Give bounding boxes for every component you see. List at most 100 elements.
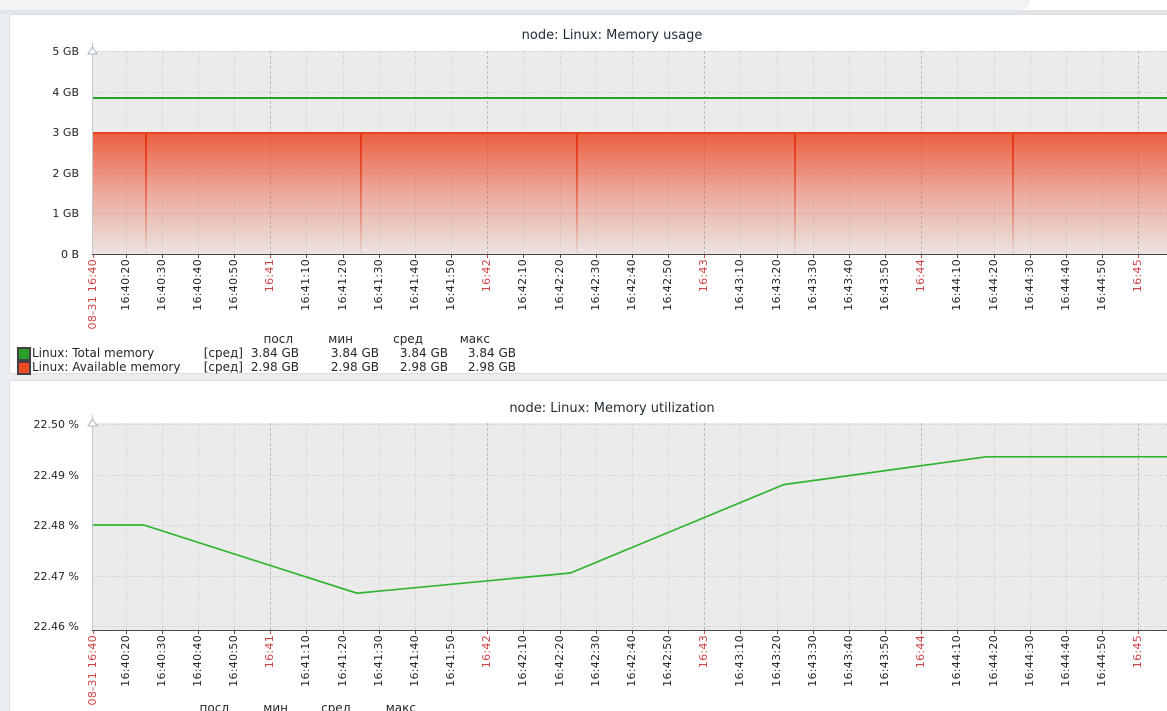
y-axis-label: 3 GB (52, 126, 79, 140)
x-axis-label: 16:40:40 (190, 259, 204, 311)
x-axis-label: 16:43:10 (733, 259, 747, 311)
x-axis-tick (414, 255, 416, 258)
x-axis-label: 16:44:50 (1095, 259, 1109, 311)
y-axis-label: 22.46 % (33, 620, 79, 633)
x-axis-label: 16:40:30 (154, 259, 168, 311)
y-axis-label: 22.48 % (33, 519, 79, 532)
x-axis-tick (270, 631, 272, 634)
x-axis-label: 16:44:30 (1022, 635, 1036, 687)
x-axis-tick (523, 631, 525, 634)
x-axis-tick (125, 631, 127, 634)
x-axis-label: 16:43:30 (805, 259, 819, 311)
x-axis-label: 16:41:20 (335, 635, 349, 687)
x-axis-label: 16:43:30 (805, 635, 819, 687)
grid-line-vertical (668, 423, 670, 630)
x-axis-tick (1138, 255, 1140, 258)
x-axis-label: 16:40:20 (118, 259, 132, 311)
grid-line-vertical (125, 423, 127, 630)
grid-line-horizontal (92, 474, 1167, 476)
grid-line-vertical (559, 423, 561, 630)
x-axis-tick (342, 255, 344, 258)
data-gap-stripe (794, 134, 796, 254)
graph-widget-memory-usage: node: Linux: Memory usage посл мин сред мак… (9, 14, 1167, 375)
grid-line-vertical (1138, 423, 1140, 630)
grid-line-horizontal (92, 626, 1167, 627)
x-axis-tick (740, 255, 742, 258)
plot-area-memory-utilization[interactable] (92, 423, 1167, 630)
x-axis-tick (92, 631, 94, 634)
grid-line-horizontal (92, 424, 1167, 425)
x-axis-tick (704, 255, 706, 258)
y-axis-label: 22.50 % (33, 418, 79, 431)
legend-value: 2.98 GB (467, 360, 516, 374)
x-axis-label: 16:41:40 (407, 635, 421, 687)
legend-value: 3.84 GB (330, 346, 379, 360)
x-axis-tick (631, 631, 633, 634)
legend-header-cell: макс (459, 332, 490, 346)
x-axis-tick (848, 631, 850, 634)
x-axis-tick (125, 255, 127, 258)
legend-header-cell: посл (263, 332, 293, 346)
browser-tab-strip[interactable] (0, 0, 1167, 10)
x-axis-label: 16:42:30 (588, 259, 602, 311)
x-axis-tick (234, 631, 235, 634)
x-axis-tick (378, 255, 380, 258)
x-axis-label: 16:45 (1131, 635, 1145, 669)
x-axis-tick (523, 255, 525, 258)
plot-area-memory-usage[interactable] (92, 51, 1167, 254)
grid-line-vertical (595, 423, 597, 630)
x-axis-label: 16:41:50 (444, 635, 458, 687)
x-axis-tick (812, 255, 814, 258)
x-axis-label: 16:42:40 (624, 635, 638, 687)
grid-line-vertical (1065, 423, 1067, 630)
y-axis-label: 0 B (60, 248, 79, 261)
x-axis-tick (487, 631, 489, 634)
x-axis-tick (451, 255, 453, 258)
legend-series-label: Linux: Total memory (32, 346, 155, 360)
grid-line-horizontal (92, 525, 1167, 526)
browser-tab[interactable] (0, 0, 1030, 10)
y-axis-arrow-icon (87, 412, 98, 431)
x-axis-tick (306, 631, 308, 634)
x-axis-tick (776, 255, 778, 258)
grid-line-vertical (1102, 423, 1104, 630)
x-axis-line (92, 630, 1167, 631)
legend-header-cell: мин (263, 701, 288, 711)
x-axis-tick (740, 631, 742, 634)
x-axis-tick (993, 255, 995, 258)
grid-line-vertical (848, 423, 850, 630)
x-axis-label: 16:42 (480, 635, 494, 669)
x-axis-label: 16:41:20 (335, 259, 349, 311)
grid-line-vertical (451, 423, 453, 630)
x-axis-tick (197, 255, 199, 258)
x-axis-line (92, 254, 1167, 255)
grid-line-horizontal (92, 51, 1167, 52)
x-axis-tick (161, 631, 163, 634)
x-axis-label: 16:42:40 (624, 259, 638, 311)
memory-utilization-line (92, 455, 1167, 595)
x-axis-tick (957, 631, 959, 634)
legend-header-cell: посл (199, 701, 229, 711)
y-axis-label: 22.47 % (33, 569, 79, 583)
y-axis-line (92, 415, 93, 630)
y-axis-arrow-icon (87, 40, 98, 59)
grid-line-vertical (306, 423, 308, 630)
x-axis-label: 16:41:30 (371, 635, 385, 687)
legend-header-cell: сред (393, 332, 423, 346)
legend-value: 2.98 GB (399, 360, 448, 374)
x-axis-label: 16:43:50 (878, 259, 892, 311)
grid-line-vertical (523, 423, 525, 630)
x-axis-label: 16:44:30 (1022, 259, 1036, 311)
x-axis-label: 16:43:20 (769, 635, 783, 687)
x-axis-tick (487, 255, 489, 258)
x-axis-tick (668, 255, 670, 258)
legend-header-cell: мин (328, 332, 353, 346)
x-axis-tick (812, 631, 814, 634)
x-axis-label: 08-31 16:40 (85, 635, 99, 706)
grid-line-vertical (921, 423, 923, 630)
legend-swatch (17, 361, 31, 375)
grid-line-vertical (197, 423, 199, 630)
x-axis-tick (161, 255, 163, 258)
x-axis-tick (559, 631, 561, 634)
graph-widget-memory-utilization: node: Linux: Memory utilization посл мин с… (9, 380, 1167, 711)
